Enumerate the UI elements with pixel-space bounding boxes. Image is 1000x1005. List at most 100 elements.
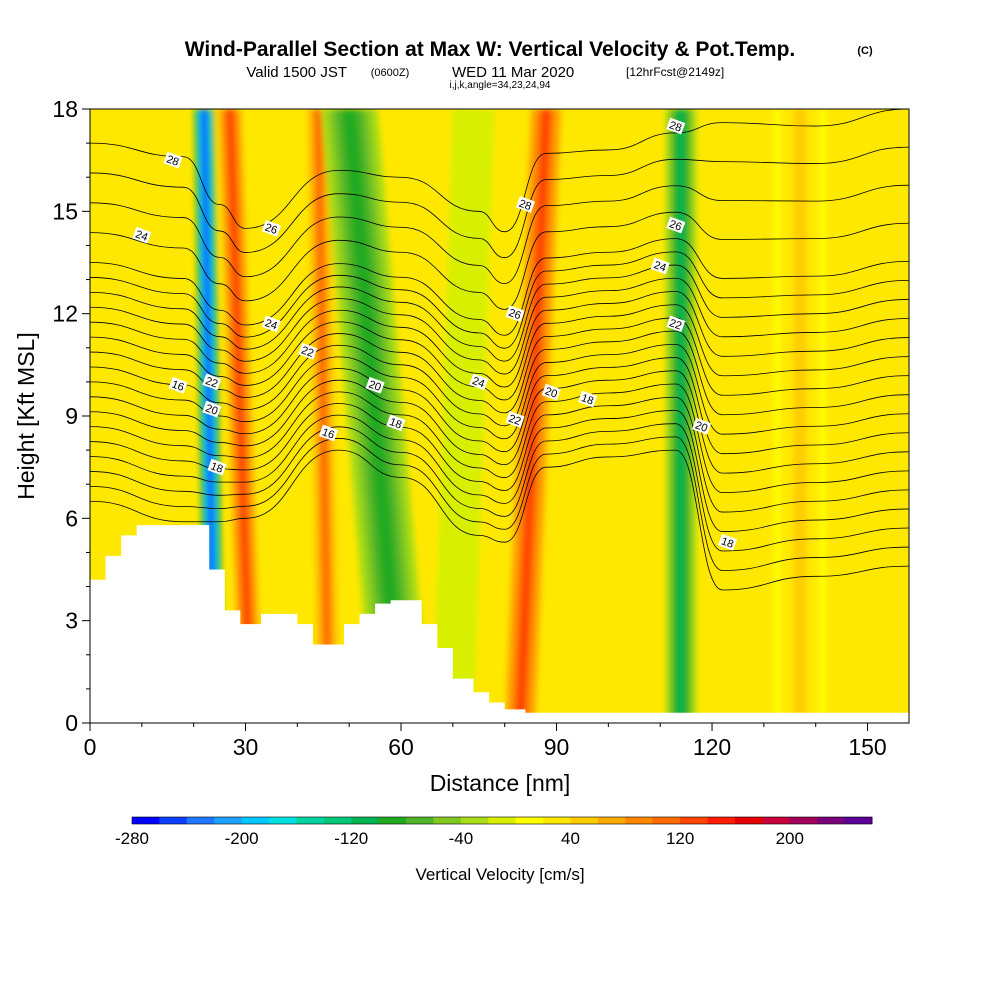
contour-label-text: 20 xyxy=(694,419,710,434)
contour-label-text: 26 xyxy=(668,218,684,233)
valid-date: WED 11 Mar 2020 xyxy=(452,64,574,81)
x-axis: 0 30 60 90 120 150 xyxy=(84,723,887,760)
x-tick-label: 0 xyxy=(84,734,97,760)
colorbar-tick-label: -120 xyxy=(334,829,368,848)
colorbar-swatch xyxy=(159,817,188,824)
isentrope-25 xyxy=(90,211,909,310)
plot-area: 28 24 26 24 22 16 22 20 18 16 20 18 24 22 20 18 28 26 28 26… xyxy=(90,109,909,723)
colorbar-swatch xyxy=(296,817,325,824)
contour-label-text: 18 xyxy=(388,416,404,431)
colorbar: -280 -200 -120 -40 40 120 200 xyxy=(115,816,873,848)
contour-label-text: 16 xyxy=(320,426,336,441)
colorbar-swatch xyxy=(132,817,160,824)
contour-label-text: 16 xyxy=(170,379,186,394)
contour-label-bg xyxy=(261,315,281,333)
contour-label-bg xyxy=(541,383,561,401)
contour-label-text: 22 xyxy=(204,375,220,390)
contour-label-bg xyxy=(168,376,188,394)
velocity-band-1-level-3 xyxy=(226,109,255,723)
contour-label-19: 26 xyxy=(666,216,686,234)
colorbar-swatch xyxy=(351,817,380,824)
contour-label-bg xyxy=(505,411,525,428)
contour-label-text: 28 xyxy=(517,198,533,213)
colorbar-swatch xyxy=(597,817,626,824)
contour-label-8: 18 xyxy=(207,458,227,476)
y-tick-label: 9 xyxy=(65,403,78,429)
colorbar-swatch xyxy=(844,817,873,824)
colorbar-swatch xyxy=(406,817,434,824)
colorbar-frame xyxy=(131,816,873,825)
colorbar-swatch xyxy=(433,817,462,824)
colorbar-label: Vertical Velocity [cm/s] xyxy=(415,865,584,884)
y-tick-label: 18 xyxy=(52,96,78,122)
y-axis-label: Height [Kft MSL] xyxy=(13,332,39,499)
isentrope-28 xyxy=(90,109,909,233)
y-tick-label: 3 xyxy=(65,608,78,634)
contour-label-text: 28 xyxy=(668,119,684,134)
contour-label-bg xyxy=(365,376,385,394)
colorbar-swatch xyxy=(186,817,215,824)
copyright-mark: (C) xyxy=(857,45,873,57)
contour-label-23: 18 xyxy=(718,533,738,551)
forecast-tag: [12hrFcst@2149z] xyxy=(626,65,724,79)
contour-label-text: 20 xyxy=(543,385,559,400)
isentrope-21 xyxy=(90,317,909,414)
x-tick-label: 30 xyxy=(233,734,259,760)
colorbar-swatch xyxy=(460,817,489,824)
x-tick-label: 60 xyxy=(388,734,414,760)
colorbar-swatch xyxy=(817,817,846,824)
y-tick-label: 0 xyxy=(65,710,78,736)
contour-label-4: 22 xyxy=(298,342,318,360)
contour-label-text: 18 xyxy=(209,460,225,475)
indices-line: i,j,k,angle=34,23,24,94 xyxy=(450,80,551,91)
colorbar-swatch xyxy=(269,817,297,824)
chart-title: Wind-Parallel Section at Max W: Vertical… xyxy=(185,38,796,61)
contour-label-18: 28 xyxy=(666,117,686,135)
isentrope-17.5 xyxy=(90,410,909,532)
isentrope-20.5 xyxy=(90,330,909,427)
colorbar-swatch xyxy=(515,817,544,824)
contour-label-text: 22 xyxy=(300,344,316,359)
isentrope-18.5 xyxy=(90,383,909,494)
contour-label-13: 22 xyxy=(505,411,525,428)
y-tick-label: 15 xyxy=(52,198,78,224)
isentrope-24 xyxy=(90,238,909,336)
velocity-band-4-level-3 xyxy=(447,109,479,723)
valid-line: Valid 1500 JST (0600Z) WED 11 Mar 2020 [… xyxy=(246,64,724,81)
contour-label-bg xyxy=(261,220,281,237)
contour-label-20: 24 xyxy=(650,257,670,275)
colorbar-swatch xyxy=(762,817,791,824)
contour-label-11: 18 xyxy=(386,414,406,431)
contour-labels: 28 24 26 24 22 16 22 20 18 16 20 18 24 22 20 18 28 26 28 26… xyxy=(132,117,738,551)
isentrope-20 xyxy=(90,343,909,440)
colorbar-swatch xyxy=(543,817,572,824)
contour-label-text: 26 xyxy=(507,307,523,322)
contour-label-text: 26 xyxy=(263,222,279,237)
isentrope-27 xyxy=(90,146,909,259)
contour-label-bg xyxy=(202,373,222,391)
y-axis: 0 3 6 9 12 15 18 xyxy=(52,96,90,736)
contour-label-bg xyxy=(207,458,227,476)
contour-label-text: 24 xyxy=(134,228,150,243)
colorbar-tick-label: -40 xyxy=(449,829,474,848)
contour-label-1: 24 xyxy=(132,226,152,244)
terrain-mask xyxy=(90,525,909,723)
contour-label-text: 22 xyxy=(507,413,523,428)
contour-label-17: 26 xyxy=(505,305,525,323)
contour-label-bg xyxy=(666,216,686,234)
contour-label-15: 18 xyxy=(578,390,598,408)
contour-label-text: 24 xyxy=(263,317,279,332)
colorbar-swatch xyxy=(789,817,818,824)
contour-label-bg xyxy=(298,342,318,360)
contour-label-14: 20 xyxy=(541,383,561,401)
colorbar-swatch xyxy=(323,817,352,824)
contour-label-10: 20 xyxy=(365,376,385,394)
colorbar-swatch xyxy=(214,817,243,824)
contour-label-text: 24 xyxy=(652,259,668,274)
velocity-band-7-level-3 xyxy=(793,109,807,723)
isentrope-18 xyxy=(90,396,909,513)
colorbar-swatch xyxy=(378,817,407,824)
contour-label-bg xyxy=(318,424,339,442)
contour-label-bg xyxy=(505,305,525,323)
